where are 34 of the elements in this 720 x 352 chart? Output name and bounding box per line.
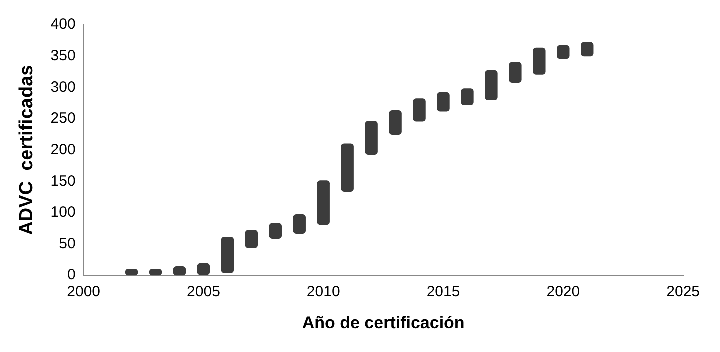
bar: [413, 98, 426, 122]
bar: [341, 144, 354, 192]
bar: [365, 121, 378, 156]
y-tick-label: 350: [50, 47, 76, 64]
bar: [221, 237, 234, 274]
bar: [269, 223, 282, 239]
x-tick-label: 2005: [187, 284, 220, 301]
y-tick-label: 50: [59, 235, 76, 252]
bar: [437, 92, 450, 112]
y-tick-label: 300: [50, 78, 76, 96]
bar: [293, 214, 306, 234]
y-tick-label: 100: [50, 204, 76, 222]
y-tick-label: 150: [50, 172, 76, 190]
x-axis-title: Año de certificación: [302, 313, 465, 332]
bar: [197, 263, 210, 276]
bar: [557, 45, 570, 60]
bar: [245, 230, 258, 248]
x-tick-label: 2015: [426, 284, 460, 301]
x-tick-label: 2020: [546, 284, 580, 301]
y-tick-label: 250: [50, 110, 76, 128]
bar: [461, 88, 474, 106]
y-tick-label: 200: [50, 141, 76, 158]
y-axis-title: ADVC certificadas: [16, 65, 38, 236]
y-tick-label: 400: [50, 16, 76, 34]
x-tick-label: 2010: [306, 284, 340, 301]
bar: [389, 110, 402, 135]
bar: [509, 62, 522, 83]
x-tick-label: 2000: [67, 284, 101, 301]
x-tick-label: 2025: [666, 284, 700, 301]
bar: [581, 42, 594, 57]
bar: [533, 48, 546, 75]
bar: [317, 180, 330, 226]
y-tick-label: 0: [67, 266, 76, 284]
bar: [485, 70, 498, 101]
